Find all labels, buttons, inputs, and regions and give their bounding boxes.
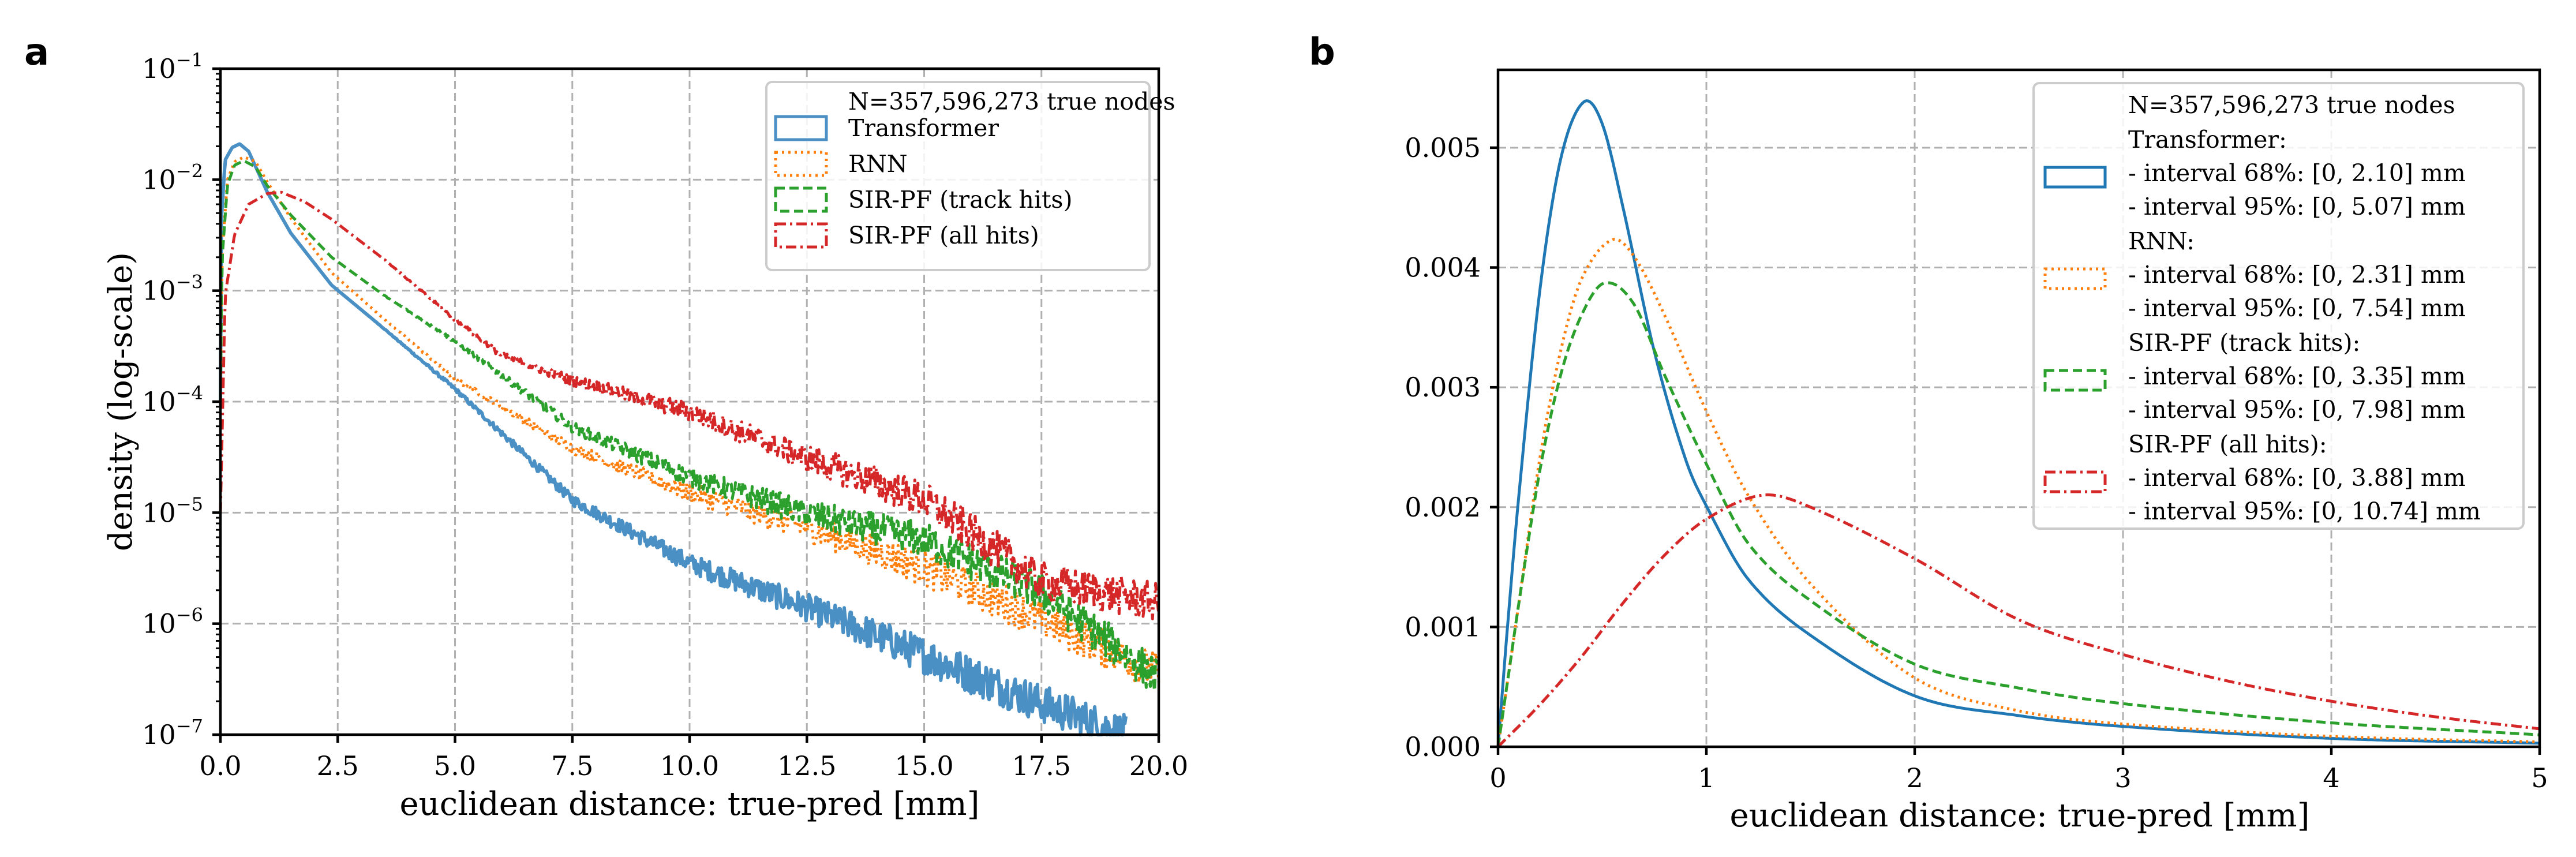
a-legend-swatch [774, 186, 828, 213]
a-x-tick-label: 10.0 [660, 750, 719, 781]
a-y-tick-label: 10−3 [142, 271, 203, 306]
a-x-tick-label: 17.5 [1012, 750, 1071, 781]
b-x-axis-label: euclidean distance: true-pred [mm] [1730, 797, 2310, 834]
b-legend-swatch [2043, 470, 2107, 493]
a-series-line-sir-pf-all-hits- [219, 190, 1160, 620]
b-legend-swatch [2043, 267, 2107, 290]
a-x-tick-label: 0.0 [199, 750, 241, 781]
a-x-tick-label: 7.5 [551, 750, 593, 781]
panel-a-log-density-chart: 0.0 2.5 5.0 7.5 10.0 12.5 15.0 17.5 20.0 10−7 10−6… [102, 49, 1188, 823]
b-y-tick-label: 0.002 [1405, 492, 1481, 523]
b-y-tick-label: 0.000 [1405, 731, 1481, 762]
b-x-tick-label: 5 [2531, 762, 2548, 794]
b-legend-interval: - interval 95%: [0, 5.07] mm [2128, 193, 2466, 220]
b-series-line-sir-pf-track-hits- [1496, 281, 2540, 747]
a-y-tick-label: 10−6 [142, 604, 203, 639]
a-x-tick-label: 20.0 [1129, 750, 1188, 781]
b-x-tick-label: 2 [1906, 762, 1923, 794]
a-axis-ticks: 0.0 2.5 5.0 7.5 10.0 12.5 15.0 17.5 20.0 10−7 10−6… [142, 49, 1188, 781]
a-series-group [219, 142, 1160, 736]
a-legend-swatch [774, 151, 828, 177]
b-legend-interval: - interval 68%: [0, 3.35] mm [2128, 362, 2466, 390]
a-legend: N=357,596,273 true nodes Transformer RNN S… [765, 81, 1175, 271]
b-legend-interval: - interval 68%: [0, 3.88] mm [2128, 464, 2466, 492]
a-legend-title: N=357,596,273 true nodes [848, 88, 1175, 115]
b-legend-series-name: Transformer: [2128, 126, 2287, 154]
b-legend-swatch [2043, 166, 2107, 189]
panel-b-linear-density-chart: 0 1 2 3 4 5 0.000 0.001 0.002 0.003 0.004 0.005 euc… [1405, 68, 2548, 834]
b-legend-interval: - interval 68%: [0, 2.31] mm [2128, 261, 2466, 289]
a-y-tick-label: 10−4 [142, 382, 203, 417]
b-series-line-sir-pf-all-hits- [1497, 493, 2540, 748]
b-x-tick-label: 3 [2114, 762, 2131, 794]
b-y-tick-label: 0.001 [1405, 611, 1481, 642]
b-legend-box [2032, 82, 2525, 530]
panel-label-b: b [1309, 31, 1335, 74]
a-x-tick-label: 15.0 [894, 750, 953, 781]
b-x-tick-label: 0 [1489, 762, 1506, 794]
a-x-tick-label: 12.5 [777, 750, 836, 781]
a-legend-label: Transformer [848, 114, 999, 142]
a-y-tick-label: 10−2 [142, 160, 203, 195]
b-legend-series-name: SIR-PF (track hits): [2128, 329, 2360, 357]
a-y-tick-label: 10−7 [142, 715, 203, 750]
a-legend-label: SIR-PF (all hits) [848, 222, 1039, 249]
b-series-group [1496, 99, 2540, 748]
a-x-tick-label: 2.5 [317, 750, 359, 781]
b-x-tick-label: 1 [1698, 762, 1714, 794]
a-legend-label: RNN [848, 150, 908, 178]
a-series-line-sir-pf-track-hits- [219, 159, 1160, 693]
b-legend-interval: - interval 95%: [0, 7.54] mm [2128, 294, 2466, 322]
a-y-tick-label: 10−1 [142, 49, 203, 84]
a-y-tick-label: 10−5 [142, 493, 203, 528]
b-y-tick-label: 0.005 [1405, 132, 1481, 163]
a-legend-label: SIR-PF (track hits) [848, 186, 1072, 214]
b-series-line-transformer [1496, 99, 2540, 747]
panel-label-a: a [24, 31, 49, 74]
a-x-tick-label: 5.0 [434, 750, 476, 781]
b-axis-ticks: 0 1 2 3 4 5 0.000 0.001 0.002 0.003 0.004 0.005 [1405, 132, 2548, 794]
a-y-axis-label: density (log-scale) [102, 252, 140, 551]
a-legend-swatch [774, 222, 828, 249]
b-legend-series-name: RNN: [2128, 227, 2195, 255]
b-y-tick-label: 0.003 [1405, 372, 1481, 403]
b-legend-series-name: SIR-PF (all hits): [2128, 431, 2327, 458]
b-legend-title: N=357,596,273 true nodes [2128, 91, 2455, 119]
b-plot-frame [1496, 68, 2541, 749]
b-legend: N=357,596,273 true nodes Transformer: - … [2032, 82, 2525, 530]
a-legend-swatch [774, 115, 828, 141]
b-legend-interval: - interval 95%: [0, 10.74] mm [2128, 497, 2481, 525]
a-series-line-rnn [219, 155, 1160, 684]
a-plot-frame [219, 67, 1160, 736]
b-legend-interval: - interval 68%: [0, 2.10] mm [2128, 159, 2466, 187]
a-series-line-transformer [219, 142, 1128, 736]
b-legend-swatch [2043, 369, 2107, 392]
a-legend-box [765, 81, 1151, 271]
b-legend-interval: - interval 95%: [0, 7.98] mm [2128, 396, 2466, 424]
a-x-axis-label: euclidean distance: true-pred [mm] [400, 785, 980, 823]
b-y-tick-label: 0.004 [1405, 252, 1481, 283]
b-x-tick-label: 4 [2323, 762, 2339, 794]
